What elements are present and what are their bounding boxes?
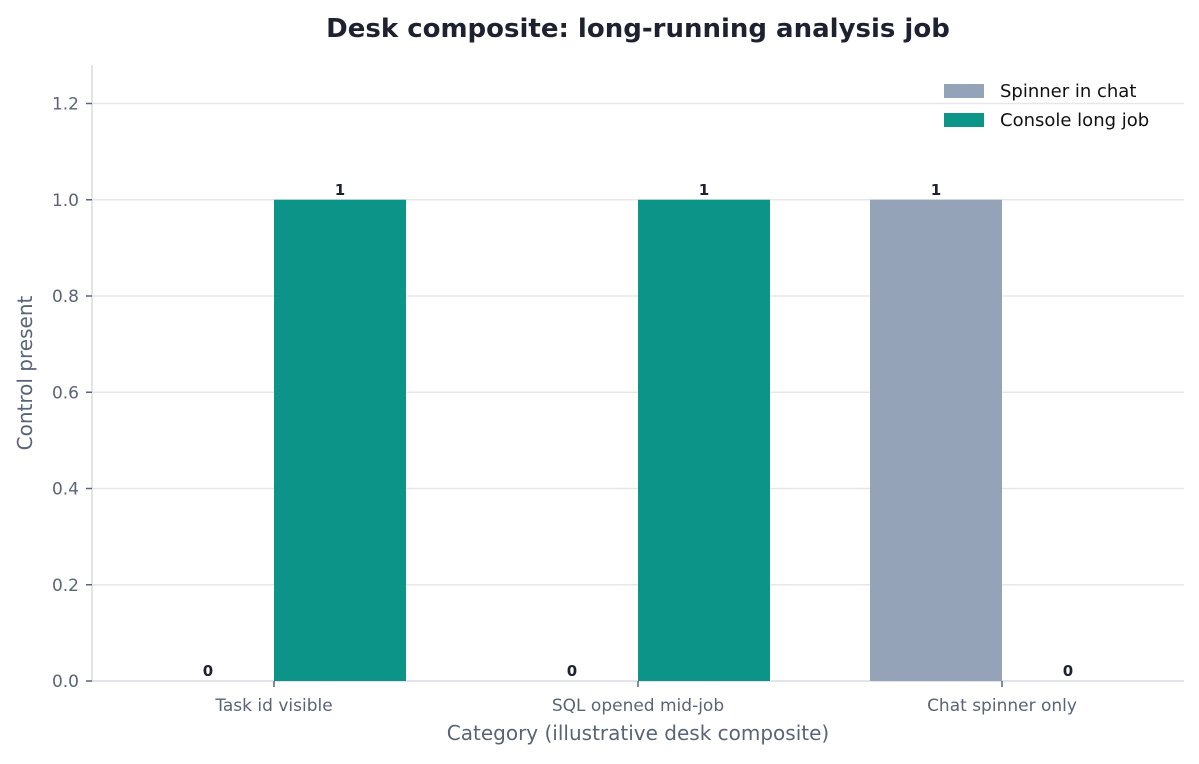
bar-value-label: 0	[1063, 662, 1073, 680]
bar-value-label: 0	[567, 662, 577, 680]
bar	[274, 199, 406, 681]
y-tick-label: 1.0	[52, 191, 79, 211]
bar	[638, 199, 770, 681]
legend: Spinner in chat Console long job	[944, 81, 1149, 131]
legend-swatch	[944, 113, 984, 127]
y-tick-label: 0.0	[52, 672, 79, 692]
legend-swatch	[944, 84, 984, 98]
data-labels: 0 1 0 1 1 0	[203, 181, 1073, 680]
bar-value-label: 1	[931, 181, 941, 199]
y-tick-label: 1.2	[52, 95, 79, 115]
bar-value-label: 1	[699, 181, 709, 199]
y-tick-label: 0.8	[52, 287, 79, 307]
y-tick-label: 0.4	[52, 480, 79, 500]
legend-label: Spinner in chat	[1000, 81, 1136, 102]
x-tick-label: Task id visible	[214, 696, 332, 716]
legend-label: Console long job	[1000, 110, 1149, 131]
bars	[274, 199, 1002, 681]
x-tick-label: Chat spinner only	[927, 696, 1077, 716]
bar	[870, 199, 1002, 681]
y-ticks: 0.0 0.2 0.4 0.6 0.8 1.0 1.2	[52, 95, 92, 692]
chart-title: Desk composite: long-running analysis jo…	[326, 14, 950, 44]
bar-value-label: 1	[335, 181, 345, 199]
y-tick-label: 0.2	[52, 576, 79, 596]
x-tick-label: SQL opened mid-job	[552, 696, 724, 716]
bar-value-label: 0	[203, 662, 213, 680]
y-axis-label: Control present	[13, 296, 37, 451]
y-tick-label: 0.6	[52, 383, 79, 403]
x-ticks: Task id visible SQL opened mid-job Chat sp…	[214, 681, 1077, 716]
x-axis-label: Category (illustrative desk composite)	[447, 721, 829, 745]
